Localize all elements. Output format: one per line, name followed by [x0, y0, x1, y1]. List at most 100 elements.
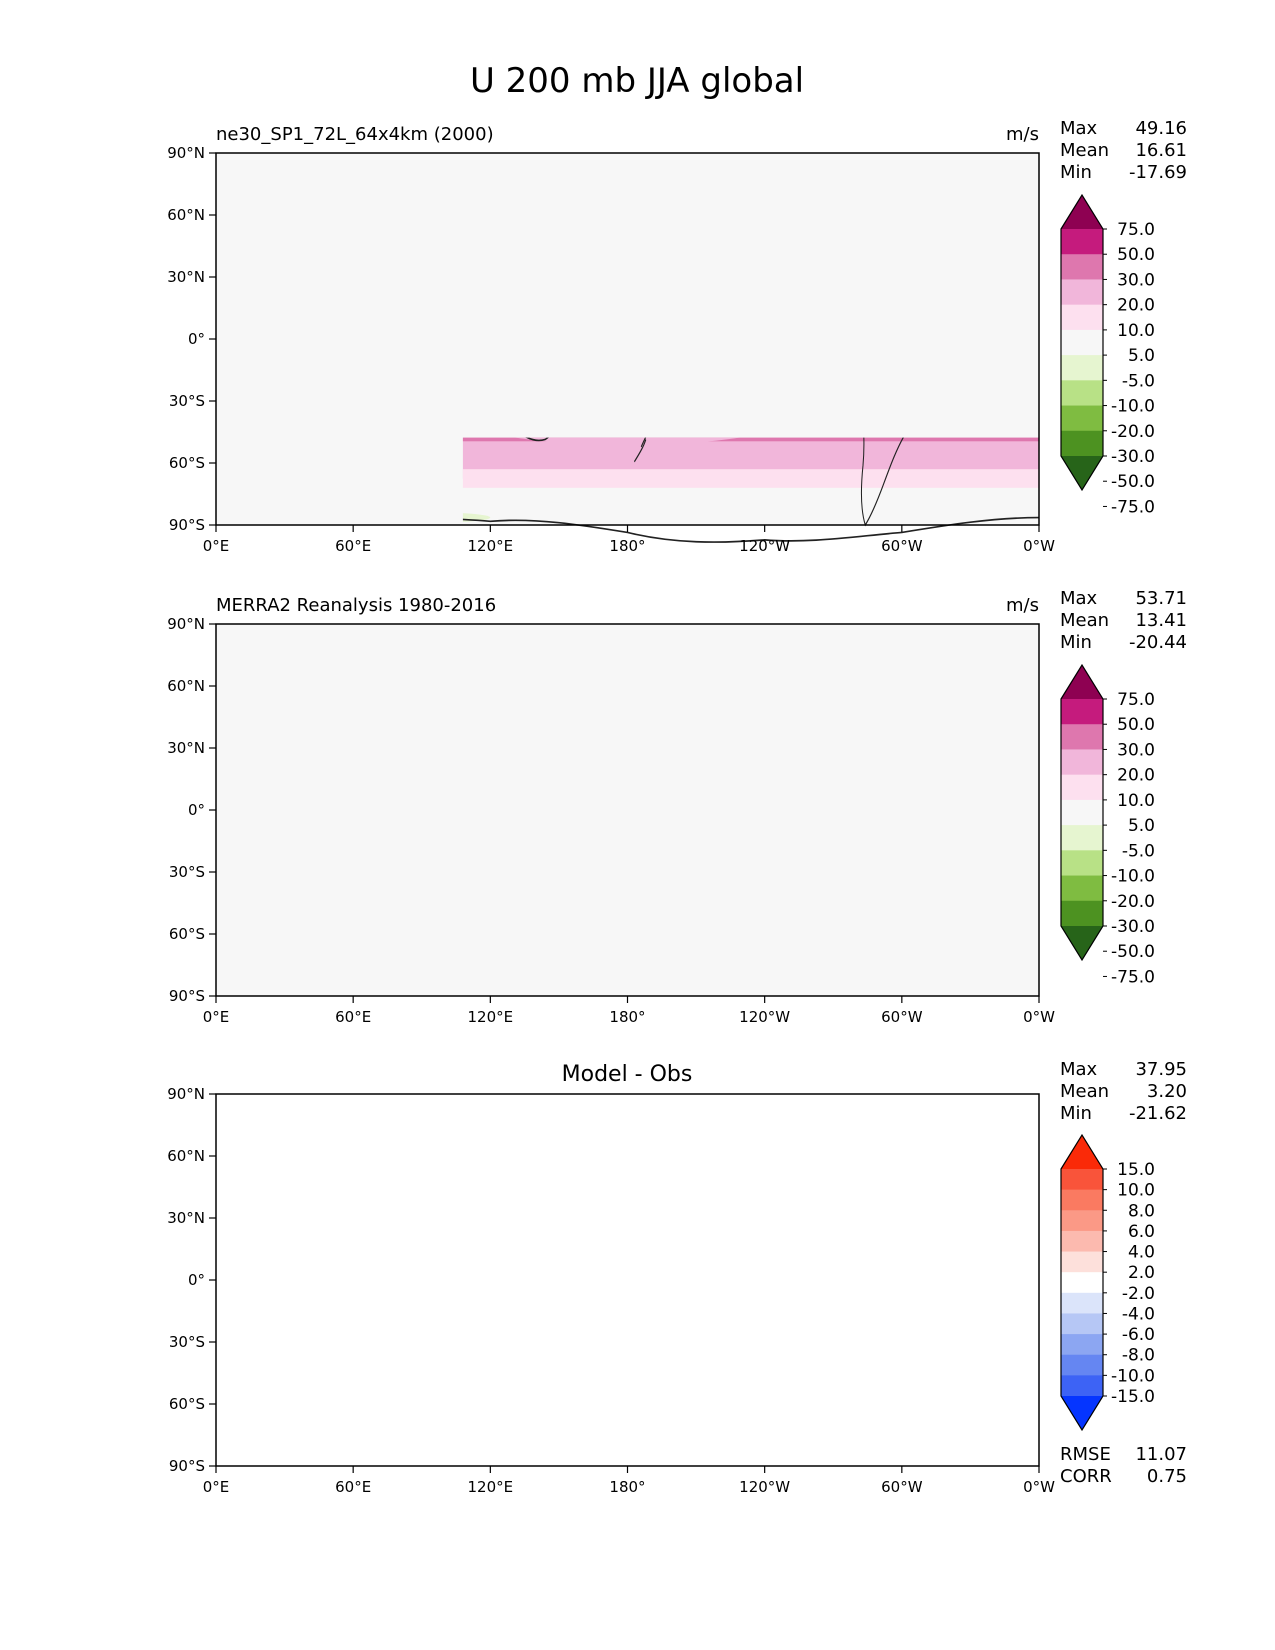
colorbar-tick-label: 50.0 — [1117, 245, 1155, 265]
colorbar-segment — [1061, 279, 1103, 306]
x-tick-label: 60°E — [335, 1008, 371, 1026]
colorbar-tick-label: -10.0 — [1111, 867, 1155, 887]
colorbar-segment — [1061, 1292, 1103, 1314]
x-tick-label: 180° — [609, 537, 645, 555]
colorbar-tick-label: 10.0 — [1117, 321, 1155, 341]
colorbar: 75.0 50.0 30.0 20.0 10.0 5.0 -5.0 -10.0 -20.0 -30… — [1060, 193, 1155, 517]
y-tick-label: 60°N — [167, 677, 205, 695]
y-tick-label: 30°S — [169, 863, 205, 881]
colorbar-tick-label: 10.0 — [1117, 791, 1155, 811]
x-tick-label: 0°E — [203, 1478, 230, 1496]
colorbar-max-extension — [1061, 195, 1103, 229]
colorbar-tick-label: -30.0 — [1111, 917, 1155, 937]
panel-center-title: Model - Obs — [562, 1062, 693, 1087]
x-tick-label: 120°E — [468, 1478, 514, 1496]
stat-rmse-value: 11.07 — [1135, 1444, 1187, 1465]
y-tick-label: 30°N — [167, 1209, 205, 1227]
y-tick-label: 90°N — [167, 144, 205, 162]
stat-mean-label: Mean — [1060, 1081, 1109, 1102]
y-tick-label: 0° — [188, 801, 205, 819]
x-tick-label: 60°W — [881, 1478, 923, 1496]
panel-left-title: ne30_SP1_72L_64x4km (2000) — [216, 124, 494, 145]
stats-block: Max 37.95 Mean 3.20 Min -21.62 — [1060, 1059, 1187, 1124]
y-tick-label: 30°S — [169, 1333, 205, 1351]
stat-max-value: 37.95 — [1135, 1059, 1187, 1080]
colorbar-tick-label: -6.0 — [1122, 1325, 1155, 1345]
y-tick-label: 30°N — [167, 268, 205, 286]
colorbar-tick-label: 8.0 — [1128, 1201, 1155, 1221]
colorbar-tick-label: 10.0 — [1117, 1181, 1155, 1201]
y-tick-label: 60°S — [169, 925, 205, 943]
colorbar-tick-label: -10.0 — [1111, 1366, 1155, 1386]
stat-max-value: 49.16 — [1135, 118, 1187, 139]
colorbar-segment — [1061, 1354, 1103, 1376]
colorbar-tick-label: 4.0 — [1128, 1243, 1155, 1263]
colorbar-segment — [1061, 304, 1103, 331]
colorbar-segment — [1061, 749, 1103, 776]
colorbar-tick-label: -4.0 — [1122, 1304, 1155, 1324]
y-tick-label: 0° — [188, 1271, 205, 1289]
stat-mean-value: 3.20 — [1147, 1081, 1187, 1102]
stat-max-label: Max — [1060, 118, 1098, 139]
x-tick-label: 120°W — [739, 1008, 790, 1026]
x-tick-label: 0°W — [1023, 1008, 1055, 1026]
colorbar-segment — [1061, 229, 1103, 255]
x-tick-label: 0°W — [1023, 1478, 1055, 1496]
stat-max-value: 53.71 — [1135, 588, 1187, 609]
y-tick-label: 30°N — [167, 739, 205, 757]
colorbar: 75.0 50.0 30.0 20.0 10.0 5.0 -5.0 -10.0 -20.0 -30… — [1060, 663, 1155, 987]
colorbar-min-extension — [1061, 1396, 1103, 1430]
colorbar-tick-label: -5.0 — [1122, 371, 1155, 391]
colorbar-tick-label: 20.0 — [1117, 766, 1155, 786]
panel-background — [216, 624, 1039, 996]
stat-corr-value: 0.75 — [1147, 1466, 1187, 1487]
x-tick-label: 60°W — [881, 1008, 923, 1026]
units-label: m/s — [1006, 595, 1039, 616]
stat-min-label: Min — [1060, 1103, 1092, 1124]
panel-ref: 0°E 60°E 120°E 180° 120°W 60°W 0°W 90°N 60°N 30°N… — [167, 588, 1187, 1026]
stat-min-value: -20.44 — [1129, 632, 1187, 653]
colorbar-segment — [1061, 380, 1103, 407]
colorbar-segment — [1061, 1189, 1103, 1211]
y-tick-label: 90°N — [167, 615, 205, 633]
x-tick-label: 60°E — [335, 1478, 371, 1496]
colorbar-segment — [1061, 430, 1103, 457]
colorbar-tick-label: 5.0 — [1128, 346, 1155, 366]
y-tick-label: 0° — [188, 330, 205, 348]
colorbar-tick-label: -30.0 — [1111, 447, 1155, 467]
stats-block: Max 53.71 Mean 13.41 Min -20.44 — [1060, 588, 1187, 653]
colorbar-segment — [1061, 799, 1103, 826]
colorbar-segment — [1061, 875, 1103, 902]
y-tick-label: 90°N — [167, 1085, 205, 1103]
colorbar-tick-label: 75.0 — [1117, 220, 1155, 240]
colorbar-segment — [1061, 1272, 1103, 1294]
stat-corr-label: CORR — [1060, 1466, 1112, 1487]
colorbar-segment — [1061, 329, 1103, 356]
y-tick-label: 60°S — [169, 454, 205, 472]
colorbar-max-extension — [1061, 1135, 1103, 1169]
stat-mean-value: 13.41 — [1135, 610, 1187, 631]
colorbar-tick-label: 15.0 — [1117, 1160, 1155, 1180]
panel-test: 0°E 60°E 120°E 180° 120°W 60°W 0°W 90°N 60°N 30°N… — [167, 118, 1187, 555]
colorbar-tick-label: 75.0 — [1117, 690, 1155, 710]
colorbar-tick-label: -75.0 — [1111, 497, 1155, 517]
stat-mean-label: Mean — [1060, 140, 1109, 161]
colorbar-tick-label: -15.0 — [1111, 1387, 1155, 1407]
x-tick-label: 0°W — [1023, 537, 1055, 555]
stat-max-label: Max — [1060, 588, 1098, 609]
x-tick-label: 0°E — [203, 1008, 230, 1026]
colorbar: 15.010.08.06.04.02.0-2.0-4.0-6.0-8.0-10.… — [1060, 1133, 1155, 1432]
colorbar-segment — [1061, 699, 1103, 725]
colorbar-tick-label: 2.0 — [1128, 1263, 1155, 1283]
colorbar-segment — [1061, 1210, 1103, 1232]
x-tick-label: 120°E — [468, 537, 514, 555]
y-tick-label: 60°N — [167, 1147, 205, 1165]
panel-left-title: MERRA2 Reanalysis 1980-2016 — [216, 595, 496, 616]
stats-block: Max 49.16 Mean 16.61 Min -17.69 — [1060, 118, 1187, 183]
colorbar-min-extension — [1061, 456, 1103, 490]
colorbar-segment — [1061, 1230, 1103, 1253]
x-tick-label: 180° — [609, 1478, 645, 1496]
panel-diff: 0°E 60°E 120°E 180° 120°W 60°W 0°W 90°N 60°N 30°N… — [167, 1059, 1187, 1496]
colorbar-tick-label: 30.0 — [1117, 270, 1155, 290]
colorbar-segment — [1061, 405, 1103, 432]
